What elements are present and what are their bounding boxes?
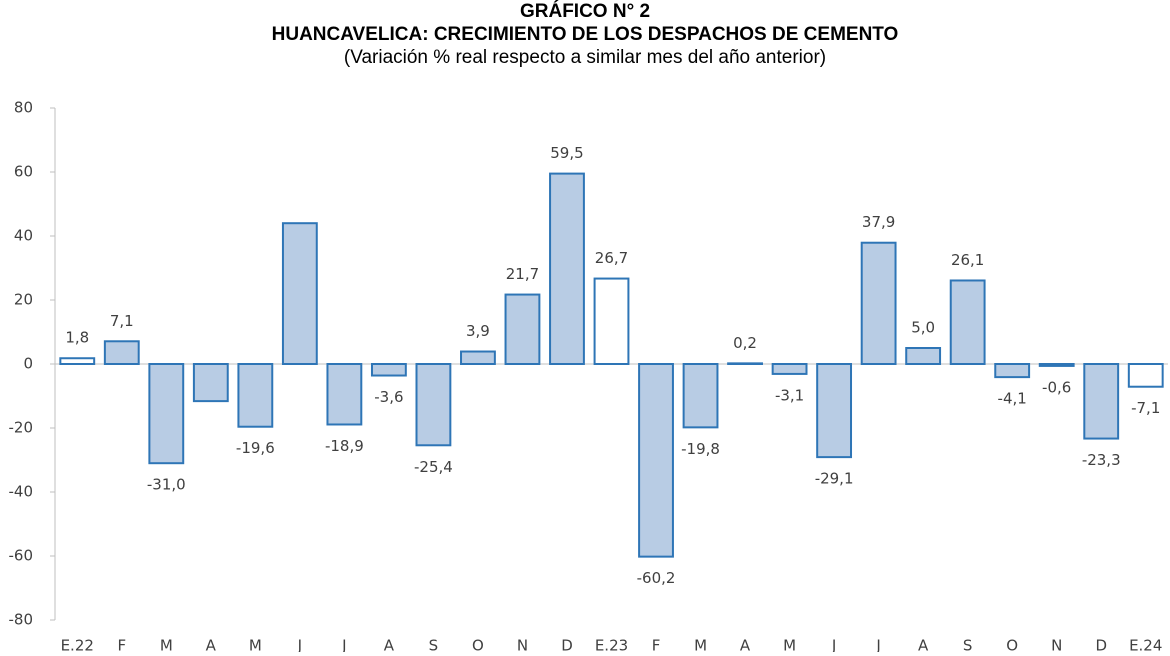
data-label: 26,7 bbox=[595, 249, 628, 267]
x-tick-label: S bbox=[963, 637, 973, 653]
y-tick-label: -40 bbox=[9, 483, 34, 501]
data-label: -18,9 bbox=[325, 437, 364, 455]
data-label: -3,1 bbox=[775, 386, 804, 404]
bar bbox=[326, 363, 363, 426]
x-tick-label: D bbox=[1095, 637, 1107, 653]
data-label: 5,0 bbox=[911, 319, 935, 337]
bar bbox=[593, 277, 630, 365]
bar bbox=[103, 340, 140, 365]
data-label: -0,6 bbox=[1042, 378, 1071, 396]
bar bbox=[281, 222, 318, 365]
data-label: -3,6 bbox=[374, 388, 403, 406]
x-tick-label: E.24 bbox=[1129, 637, 1162, 653]
bar bbox=[237, 363, 274, 428]
x-tick-label: M bbox=[160, 637, 173, 653]
data-label: -60,2 bbox=[637, 569, 676, 587]
bar bbox=[148, 363, 185, 465]
x-tick-label: F bbox=[652, 637, 661, 653]
x-tick-label: M bbox=[783, 637, 796, 653]
data-label: -23,3 bbox=[1082, 451, 1121, 469]
x-tick-label: A bbox=[384, 637, 395, 653]
bar bbox=[549, 172, 585, 365]
x-tick-label: A bbox=[740, 637, 751, 653]
bar bbox=[1083, 363, 1120, 440]
x-tick-label: J bbox=[297, 637, 302, 653]
data-label: -19,8 bbox=[681, 440, 720, 458]
bar bbox=[771, 363, 808, 375]
bar bbox=[370, 363, 407, 377]
data-label: 21,7 bbox=[506, 265, 539, 283]
y-tick-label: -60 bbox=[9, 547, 34, 565]
chart-title: HUANCAVELICA: CRECIMIENTO DE LOS DESPACH… bbox=[272, 24, 899, 45]
x-tick-label: J bbox=[831, 637, 836, 653]
bar bbox=[905, 347, 942, 365]
y-tick-label: 80 bbox=[14, 99, 33, 117]
y-tick-label: 20 bbox=[14, 291, 33, 309]
x-tick-label: J bbox=[341, 637, 346, 653]
x-tick-label: N bbox=[517, 637, 528, 653]
data-label: -31,0 bbox=[147, 476, 186, 494]
data-label: -19,6 bbox=[236, 439, 275, 457]
data-label: 26,1 bbox=[951, 251, 984, 269]
y-tick-label: 40 bbox=[14, 227, 33, 245]
bar bbox=[682, 363, 719, 429]
bar bbox=[994, 363, 1031, 379]
x-tick-label: D bbox=[561, 637, 573, 653]
bar bbox=[504, 293, 541, 365]
bar bbox=[816, 363, 853, 459]
x-tick-label: A bbox=[206, 637, 217, 653]
x-tick-label: E.23 bbox=[595, 637, 628, 653]
x-tick-label: M bbox=[694, 637, 707, 653]
data-label: 7,1 bbox=[110, 312, 134, 330]
chart-title: GRÁFICO N° 2 bbox=[520, 0, 650, 22]
bar bbox=[59, 357, 96, 365]
bar bbox=[727, 362, 763, 365]
data-label: -29,1 bbox=[815, 470, 854, 488]
y-tick-label: 0 bbox=[23, 355, 33, 373]
chart-subtitle: (Variación % real respecto a similar mes… bbox=[344, 47, 826, 68]
bar bbox=[192, 363, 229, 403]
data-label: 59,5 bbox=[550, 144, 583, 162]
data-label: 37,9 bbox=[862, 213, 895, 231]
x-tick-label: M bbox=[249, 637, 262, 653]
bar bbox=[860, 241, 897, 365]
bar bbox=[638, 363, 674, 558]
x-tick-label: O bbox=[472, 637, 484, 653]
x-tick-label: J bbox=[875, 637, 880, 653]
bar bbox=[415, 363, 452, 447]
data-label: -25,4 bbox=[414, 458, 453, 476]
data-label: 1,8 bbox=[65, 329, 89, 347]
y-tick-label: 60 bbox=[14, 163, 33, 181]
x-tick-label: N bbox=[1051, 637, 1062, 653]
bar bbox=[949, 279, 986, 366]
data-label: -7,1 bbox=[1131, 399, 1160, 417]
x-tick-label: A bbox=[918, 637, 929, 653]
bar bbox=[1038, 363, 1075, 367]
bar bbox=[460, 350, 496, 365]
x-tick-label: E.22 bbox=[61, 637, 94, 653]
x-tick-label: F bbox=[117, 637, 126, 653]
y-tick-label: -20 bbox=[9, 419, 34, 437]
x-tick-label: O bbox=[1006, 637, 1018, 653]
bar bbox=[1127, 363, 1164, 388]
data-label: 3,9 bbox=[466, 322, 490, 340]
data-label: -4,1 bbox=[998, 390, 1027, 408]
y-tick-label: -80 bbox=[9, 611, 34, 629]
data-label: 0,2 bbox=[733, 334, 757, 352]
x-tick-label: S bbox=[429, 637, 439, 653]
